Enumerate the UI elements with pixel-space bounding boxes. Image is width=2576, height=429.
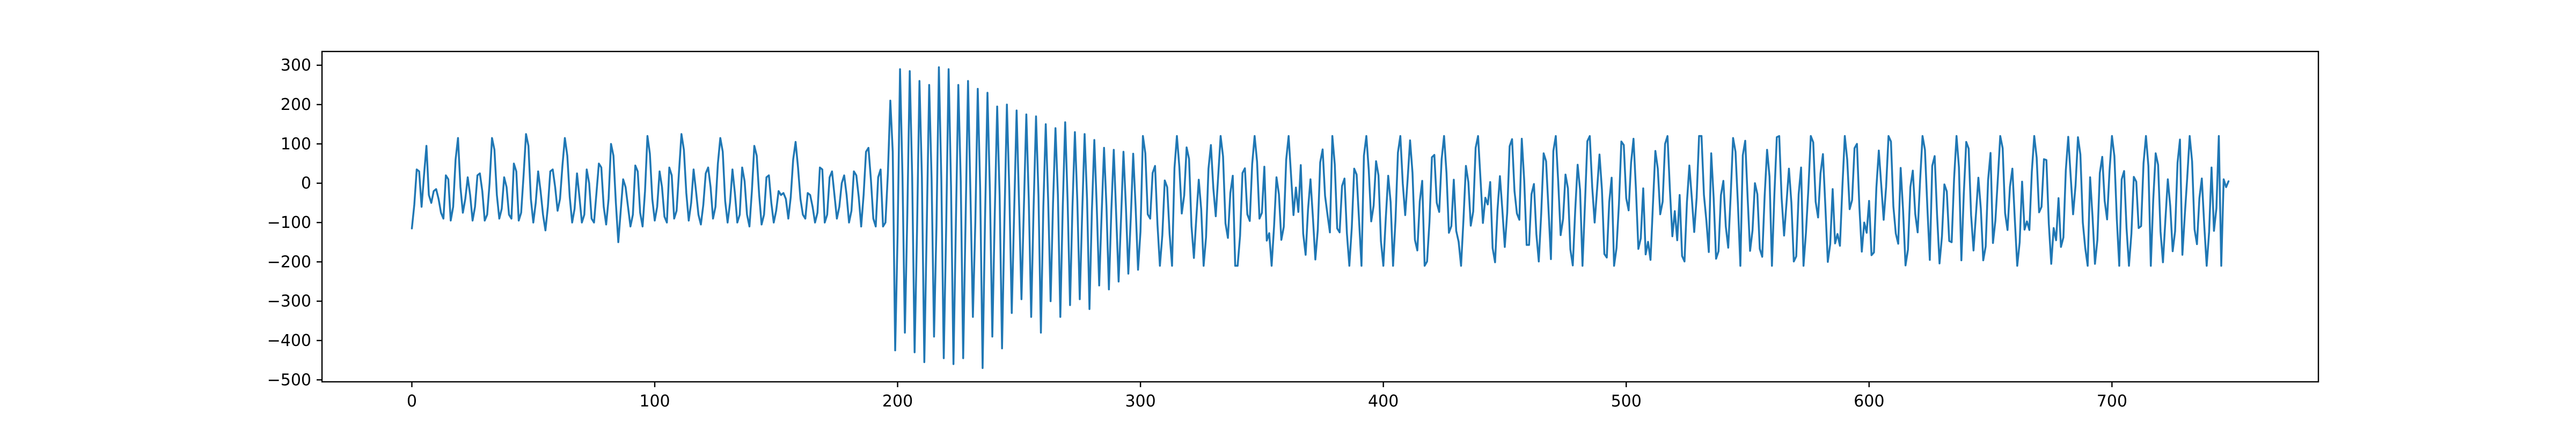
plot-area	[411, 66, 2230, 369]
series-line	[411, 66, 2230, 369]
y-tick-label: −500	[267, 371, 311, 389]
x-tick-label: 500	[1611, 392, 1642, 411]
y-tick-label: −200	[267, 253, 311, 271]
x-tick-label: 300	[1125, 392, 1155, 411]
x-tick-label: 100	[639, 392, 670, 411]
y-tick-label: −400	[267, 331, 311, 350]
x-axis: 0 100 200 300 400 500 600 700	[407, 382, 2127, 411]
axes-frame	[321, 50, 2319, 383]
y-tick-label: 200	[281, 95, 311, 114]
x-tick-label: 0	[407, 392, 417, 411]
y-tick-label: 0	[301, 174, 311, 193]
y-tick-label: 100	[281, 135, 311, 153]
x-tick-label: 400	[1368, 392, 1399, 411]
y-tick-label: 300	[281, 56, 311, 75]
y-axis: −500 −400 −300 −200 −100 0 100 200 300	[267, 56, 322, 389]
y-tick-label: −100	[267, 213, 311, 232]
x-tick-label: 600	[1854, 392, 1884, 411]
x-tick-label: 700	[2097, 392, 2127, 411]
y-tick-label: −300	[267, 292, 311, 311]
x-tick-label: 200	[882, 392, 913, 411]
